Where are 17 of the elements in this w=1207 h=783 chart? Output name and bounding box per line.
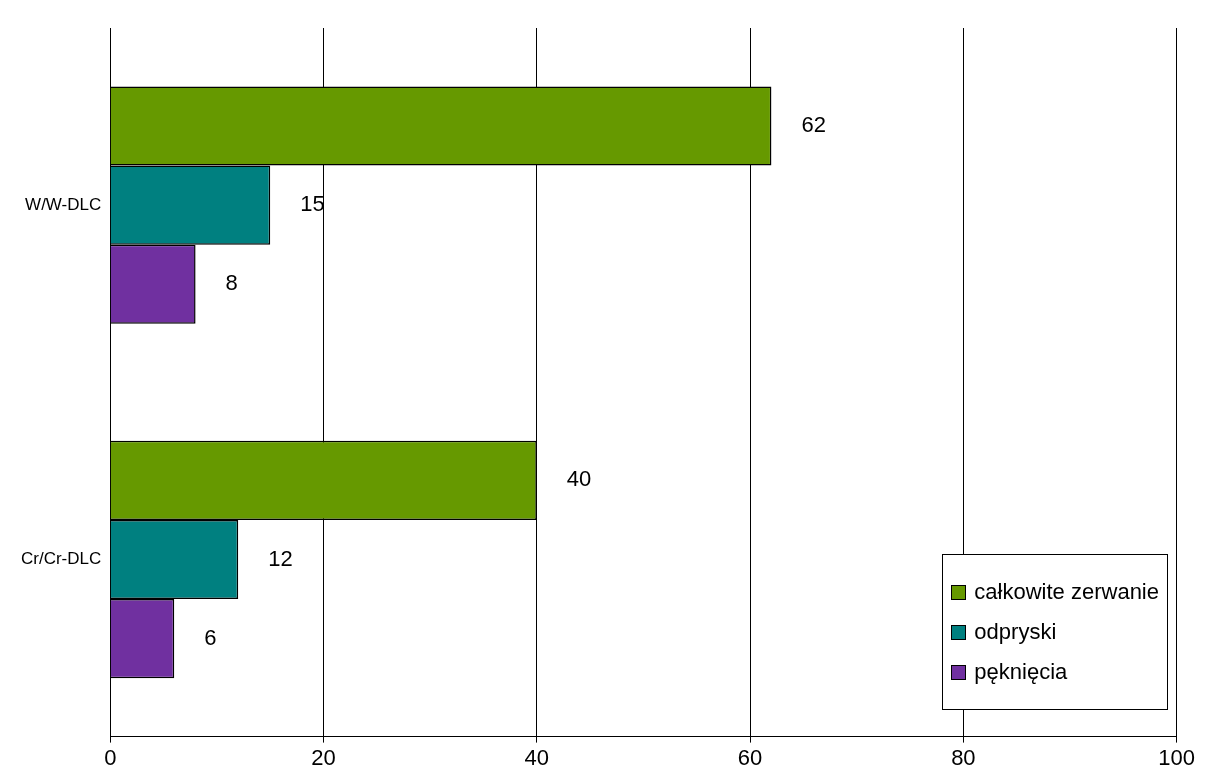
x-tick-label: 100 xyxy=(1158,744,1196,770)
legend-label: pęknięcia xyxy=(974,659,1068,685)
x-tick-label: 0 xyxy=(104,744,117,770)
y-tick-label: Cr/Cr-DLC xyxy=(20,549,102,569)
data-label: 6 xyxy=(204,624,217,650)
x-tick-label: 40 xyxy=(524,744,550,770)
y-tick-label: W/W-DLC xyxy=(25,194,102,214)
data-label: 15 xyxy=(300,191,325,217)
x-tick-label: 80 xyxy=(951,744,976,770)
x-tick-label: 60 xyxy=(737,744,763,770)
legend-label: całkowite zerwanie xyxy=(974,579,1159,605)
x-tick-label: 20 xyxy=(311,744,336,770)
legend-label: odpryski xyxy=(974,619,1057,645)
data-label: 62 xyxy=(801,112,826,138)
data-label: 8 xyxy=(225,270,238,296)
data-label: 40 xyxy=(566,466,592,492)
data-label: 12 xyxy=(268,545,293,571)
